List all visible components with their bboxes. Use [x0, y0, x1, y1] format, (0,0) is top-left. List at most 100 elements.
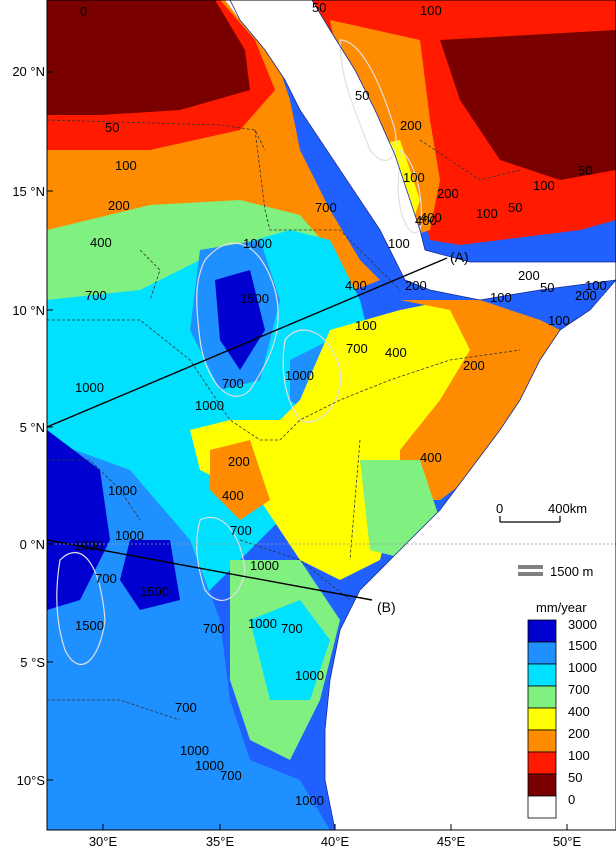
contour-label: 700	[230, 523, 252, 538]
contour-label: 100	[533, 178, 555, 193]
colorbar-tick-label: 1500	[568, 638, 597, 653]
lat-tick-label: 0 °N	[20, 537, 45, 552]
colorbar-swatch	[527, 619, 557, 643]
colorbar-swatch	[527, 729, 557, 753]
contour-label: 100	[355, 318, 377, 333]
colorbar-boxes	[527, 619, 557, 819]
lat-tick-label: 10 °N	[12, 303, 45, 318]
contour-label: 700	[95, 571, 117, 586]
colorbar-tick-label: 3000	[568, 617, 597, 632]
lat-tick-label: 10°S	[17, 773, 46, 788]
contour-label: 400	[420, 210, 442, 225]
contour-label: 200	[108, 198, 130, 213]
elevation-contour-west-rift	[56, 551, 106, 665]
colorbar-tick-label: 400	[568, 704, 590, 719]
contour-label: 400	[420, 450, 442, 465]
contour-label: 700	[346, 341, 368, 356]
contour-label: 1000	[75, 380, 104, 395]
colorbar-swatch	[527, 795, 557, 819]
contour-labels: 0 50 100 200 400 700 1000 1000 700 400 2…	[74, 0, 607, 808]
profile-line-a	[47, 257, 448, 428]
contour-label: 200	[400, 118, 422, 133]
contour-label: 1000	[108, 483, 137, 498]
colorbar-swatch	[527, 707, 557, 731]
contour-label: 100	[388, 236, 410, 251]
contour-label: 700	[175, 700, 197, 715]
red-sea-gulf-of-aden	[225, 0, 616, 300]
contour-label: 400	[415, 213, 437, 228]
contour-label: 1500	[140, 584, 169, 599]
contour-label: 1000	[295, 668, 324, 683]
contour-label: 700	[222, 376, 244, 391]
lon-tick-label: 50°E	[553, 834, 582, 849]
lon-tick-label: 35°E	[206, 834, 235, 849]
profile-line-b	[47, 539, 373, 601]
contour-label: 200	[463, 358, 485, 373]
colorbar-swatch	[527, 751, 557, 775]
contour-label: 1000	[285, 368, 314, 383]
longitude-ticks	[102, 824, 568, 830]
contour-label: 1000	[195, 398, 224, 413]
lon-tick-label: 30°E	[89, 834, 118, 849]
colorbar-tick-label: 200	[568, 726, 590, 741]
colorbar: mm/year 3000 1500 1000 700 400 200 100 5…	[527, 600, 597, 819]
lat-tick-label: 5 °S	[20, 655, 45, 670]
scale-bar: 0 400km	[496, 501, 587, 523]
contour-label: 1000	[195, 758, 224, 773]
contour-label: 200	[575, 288, 597, 303]
contour-label: 200	[228, 454, 250, 469]
lat-tick-label: 15 °N	[12, 184, 45, 199]
contour-label: 50	[105, 120, 119, 135]
zone-200-turkana	[210, 440, 270, 520]
colorbar-tick-label: 700	[568, 682, 590, 697]
contour-label: 700	[315, 200, 337, 215]
elevation-legend-label: 1500 m	[550, 564, 593, 579]
colorbar-ticks: 3000 1500 1000 700 400 200 100 50 0	[568, 617, 597, 807]
lon-tick-label: 40°E	[321, 834, 350, 849]
elevation-legend: 1500 m	[518, 564, 593, 579]
arabia-zone-50	[440, 30, 616, 180]
contour-label: 700	[281, 621, 303, 636]
colorbar-swatch	[527, 685, 557, 709]
colorbar-swatch	[527, 663, 557, 687]
zone-3000-west	[47, 430, 110, 610]
contour-label: 50	[578, 163, 592, 178]
contour-label: 50	[355, 88, 369, 103]
zone-3000-highlands	[215, 270, 265, 370]
colorbar-swatch	[527, 641, 557, 665]
colorbar-tick-label: 100	[568, 748, 590, 763]
zone-50-north	[47, 0, 250, 115]
coastline	[229, 0, 616, 830]
contour-label: 400	[345, 278, 367, 293]
map-frame	[46, 0, 616, 831]
contour-label: 700	[220, 768, 242, 783]
zone-1500-southwest	[47, 440, 330, 830]
contour-label: 100	[490, 290, 512, 305]
latitude-axis: 20 °N 15 °N 10 °N 5 °N 0 °N 5 °S 10°S	[12, 64, 45, 788]
contour-label: 1500	[75, 618, 104, 633]
contour-label: 700	[85, 288, 107, 303]
zone-400-central	[190, 300, 470, 580]
colorbar-tick-label: 0	[568, 792, 575, 807]
contour-label: 100	[548, 313, 570, 328]
contour-label: 100	[420, 3, 442, 18]
profile-label-b: (B)	[377, 599, 396, 615]
longitude-axis: 30°E 35°E 40°E 45°E 50°E	[89, 834, 582, 849]
contour-label: 100	[585, 278, 607, 293]
contour-label: 1500	[240, 291, 269, 306]
country-borders	[47, 119, 521, 721]
elevation-contour-arabia	[339, 39, 397, 161]
contour-label: 1000	[250, 558, 279, 573]
contour-label: 50	[540, 280, 554, 295]
profile-label-a: (A)	[450, 249, 469, 265]
lat-tick-label: 5 °N	[20, 420, 45, 435]
contour-label: 1000	[295, 793, 324, 808]
contour-label: 200	[405, 278, 427, 293]
contour-label: 50	[312, 0, 326, 15]
contour-label: 400	[222, 488, 244, 503]
lon-tick-label: 45°E	[437, 834, 466, 849]
contour-label: 100	[476, 206, 498, 221]
contour-label: 0	[80, 4, 87, 19]
elevation-contour-ethiopia	[196, 242, 279, 397]
